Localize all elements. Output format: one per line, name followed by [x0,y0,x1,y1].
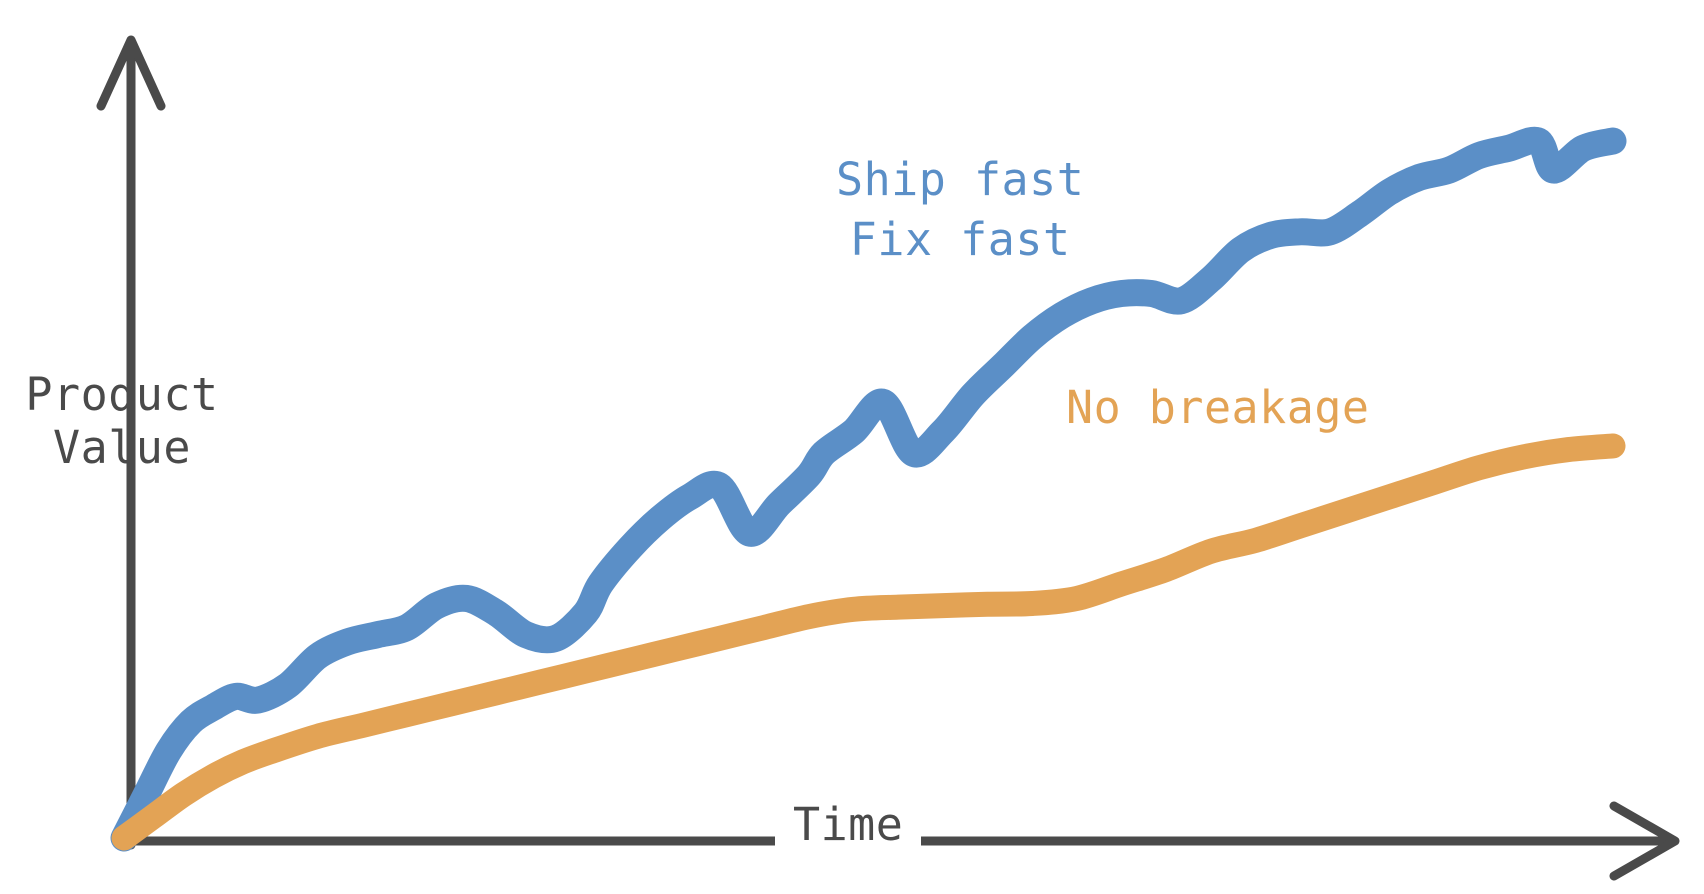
y-axis-title: Product Value [12,368,232,474]
y-axis-arrowhead-icon [96,35,166,111]
annotation-ship-fast: Ship fast Fix fast [836,150,1084,271]
series-line-no-breakage [111,433,1626,851]
annotation-ship-fast-line2: Fix fast [849,213,1071,267]
annotation-ship-fast-line1: Ship fast [836,153,1085,206]
y-axis-title-line1: Product [25,368,219,421]
y-axis-title-line2: Value [53,421,191,475]
annotation-no-breakage: No breakage [1066,381,1370,434]
y-axis [96,35,166,850]
x-axis-arrowhead-icon [1609,801,1680,881]
series-line-ship-fast [110,126,1627,852]
x-axis-title: Time [775,798,922,852]
